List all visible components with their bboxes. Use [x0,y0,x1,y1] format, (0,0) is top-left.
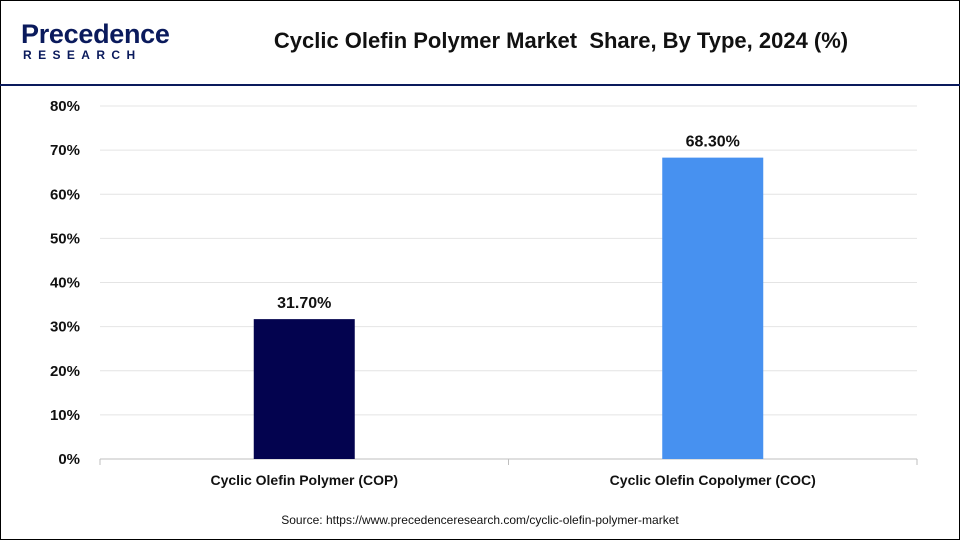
y-tick-label: 70% [50,142,80,159]
y-tick-label: 10% [50,407,80,424]
logo-wordmark: Precedence [21,19,170,49]
data-label: 31.70% [277,295,331,312]
bar [662,157,764,459]
y-tick-label: 30% [50,319,80,336]
y-tick-label: 50% [50,230,80,247]
y-tick-label: 40% [50,275,80,292]
bar [253,319,355,459]
y-tick-label: 20% [50,363,80,380]
brand-logo: Precedence RESEARCH [21,19,170,67]
source-note: Source: https://www.precedenceresearch.c… [281,513,679,527]
header-divider [0,84,960,86]
data-label: 68.30% [686,134,740,151]
bar-chart: 0% 10% 20% 30% 40% 50% 60% 70% 80% 31.70% Cyclic O… [50,98,918,488]
chart-title: Cyclic Olefin Polymer Market Share, By T… [273,28,849,53]
x-category-label: Cyclic Olefin Polymer (COP) [211,472,399,488]
logo-subtitle: RESEARCH [23,48,142,62]
y-tick-label: 80% [50,98,80,115]
y-tick-label: 60% [50,186,80,203]
header: Precedence RESEARCH Cyclic Olefin Polyme… [1,1,959,85]
y-tick-label: 0% [58,451,80,468]
x-category-label: Cyclic Olefin Copolymer (COC) [610,472,816,488]
